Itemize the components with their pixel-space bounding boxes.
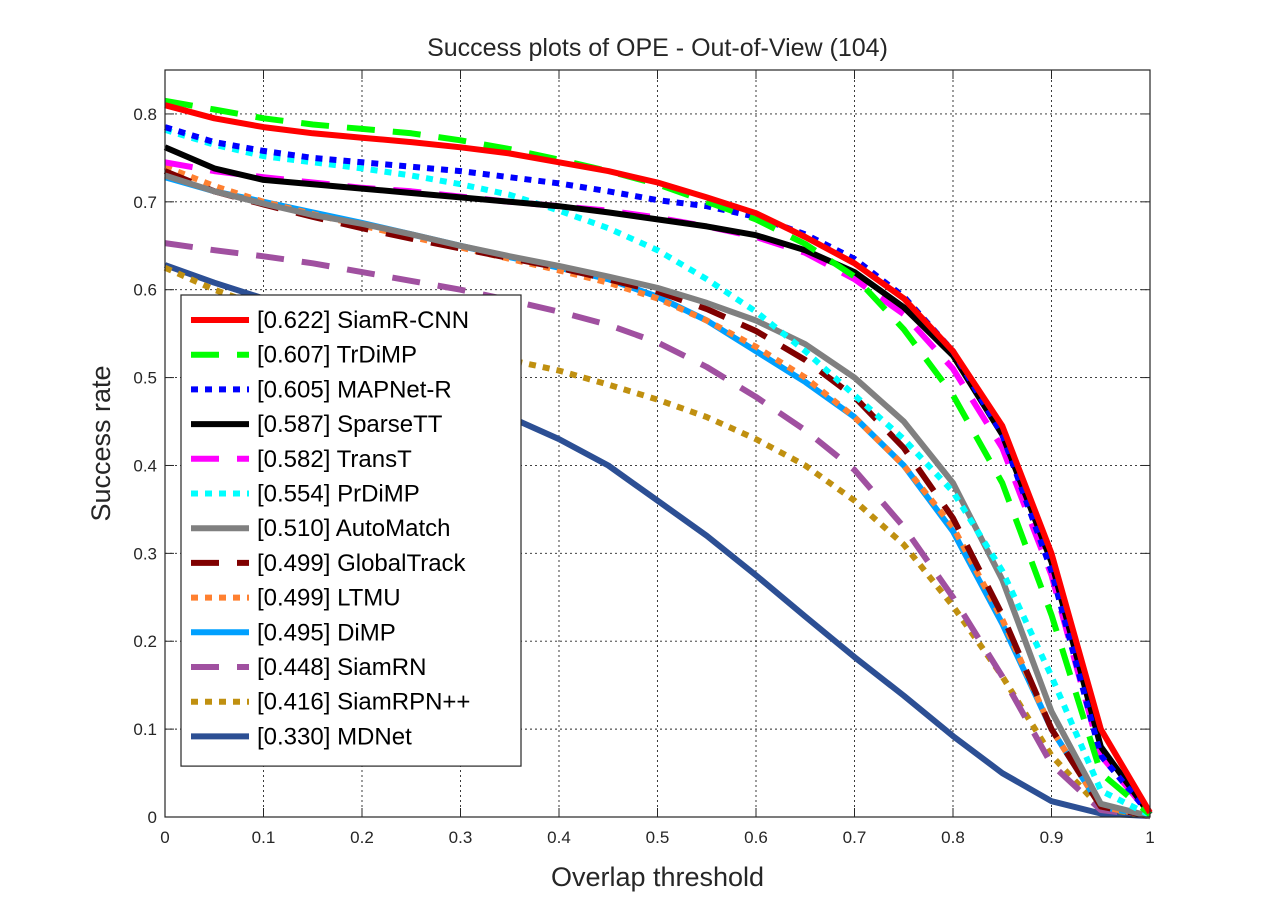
x-tick-label: 0.8 [941,828,965,847]
y-tick-label: 0.6 [133,281,157,300]
legend-entry-label: [0.448] SiamRN [257,654,426,681]
legend-entry-label: [0.607] TrDiMP [257,342,417,369]
series-line-globaltrack [163,168,1151,820]
series-line-sparsett [163,144,1153,817]
series-line-trdimp [164,97,1152,817]
y-tick-label: 0.7 [133,193,157,212]
x-tick-label: 0.7 [843,828,867,847]
legend-entry-label: [0.510] AutoMatch [257,515,450,542]
y-axis-label: Success rate [86,365,116,521]
legend-entry-label: [0.416] SiamRPN++ [257,689,470,716]
chart-title: Success plots of OPE - Out-of-View (104) [427,34,888,62]
x-tick-label: 0.2 [350,828,374,847]
y-tick-label: 0.5 [133,369,157,388]
y-tick-label: 0.2 [133,632,157,651]
x-axis-label: Overlap threshold [551,862,764,892]
legend-entry-label: [0.554] PrDiMP [257,481,420,508]
y-tick-label: 0.3 [133,544,157,563]
legend-entry-label: [0.499] GlobalTrack [257,550,467,577]
y-tick-label: 0.8 [133,105,157,124]
x-tick-label: 0.1 [252,828,276,847]
legend-entry-label: [0.622] SiamR-CNN [257,307,469,334]
y-tick-label: 0.1 [133,720,157,739]
legend-entry-label: [0.495] DiMP [257,619,396,646]
legend-entry-label: [0.330] MDNet [257,723,412,750]
legend-entry-label: [0.605] MAPNet-R [257,376,452,403]
x-tick-label: 0.4 [547,828,571,847]
series-line-prdimp [164,126,1152,818]
x-tick-label: 0.6 [744,828,768,847]
series-line-siamr-cnn [164,102,1153,815]
y-tick-label: 0.4 [133,456,157,475]
series-line-siamrn [164,240,1151,820]
x-tick-label: 1 [1145,828,1154,847]
y-tick-label: 0 [148,808,157,827]
x-tick-label: 0.9 [1040,828,1064,847]
legend-entry-label: [0.582] TransT [257,446,412,473]
x-tick-label: 0.5 [646,828,670,847]
axis-ticks: 0 0.1 0.2 0.3 0.4 0.5 0.6 0.7 0.8 0.9 1 0 0.1 0.2 0.3 0… [133,70,1155,847]
x-tick-label: 0.3 [449,828,473,847]
legend-entry-label: [0.499] LTMU [257,585,401,612]
x-tick-label: 0 [160,828,169,847]
legend-entry-label: [0.587] SparseTT [257,411,443,438]
legend: [0.622] SiamR-CNN [0.607] TrDiMP [0.605] M… [180,294,522,767]
